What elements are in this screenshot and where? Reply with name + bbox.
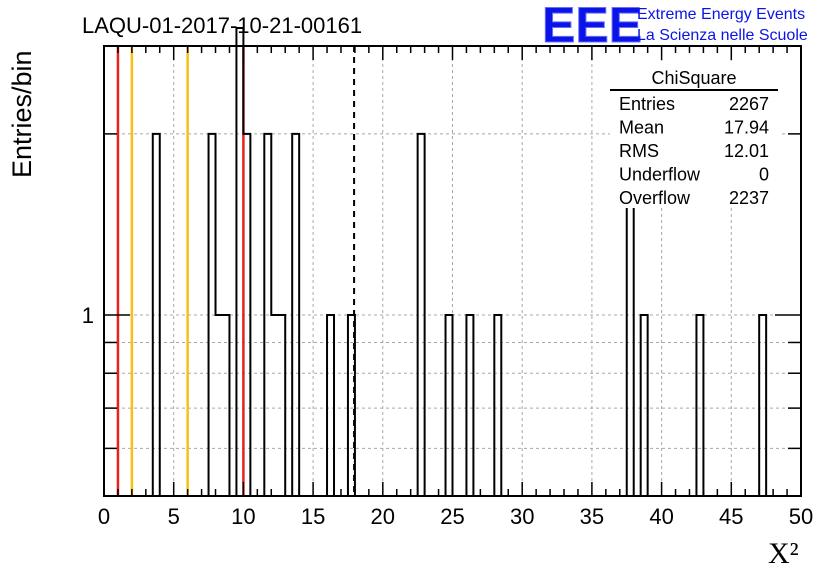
x-axis-ticks: 0 5 10 15 20 25 30 35 40 45 50 bbox=[98, 46, 813, 529]
stats-value: 17.94 bbox=[724, 118, 769, 138]
x-tick-label: 45 bbox=[719, 504, 743, 529]
histogram-bin bbox=[292, 134, 299, 496]
histogram-bin bbox=[236, 28, 243, 496]
stats-label: Entries bbox=[619, 94, 675, 114]
histogram-bin bbox=[278, 315, 285, 496]
stats-box-title: ChiSquare bbox=[651, 68, 736, 88]
histogram-bin bbox=[466, 315, 473, 496]
x-tick-label: 5 bbox=[168, 504, 180, 529]
logo-mark: EEE bbox=[542, 0, 642, 53]
stats-label: RMS bbox=[619, 141, 659, 161]
histogram-bin bbox=[446, 315, 453, 496]
histogram-bin bbox=[216, 315, 223, 496]
eee-logo: EEE Extreme Energy Events La Scienza nel… bbox=[542, 0, 808, 54]
stats-box: ChiSquare Entries 2267 Mean 17.94 RMS 12.01 Un… bbox=[610, 64, 780, 208]
histogram-bin bbox=[264, 134, 271, 496]
logo-line-1: Extreme Energy Events bbox=[637, 6, 805, 23]
histogram-bin bbox=[222, 315, 229, 496]
chart-title: LAQU-01-2017-10-21-00161 bbox=[82, 13, 362, 38]
x-tick-label: 20 bbox=[371, 504, 395, 529]
histogram-bin bbox=[271, 315, 278, 496]
x-axis-label: X² bbox=[768, 537, 799, 570]
histogram-bin bbox=[209, 134, 216, 496]
logo-line-2: La Scienza nelle Scuole bbox=[637, 27, 808, 44]
x-tick-label: 30 bbox=[510, 504, 534, 529]
y-tick-label: 1 bbox=[82, 303, 94, 328]
x-tick-label: 0 bbox=[98, 504, 110, 529]
histogram-bin bbox=[243, 134, 250, 496]
y-axis-label: Entries/bin bbox=[7, 50, 37, 178]
x-tick-label: 10 bbox=[231, 504, 255, 529]
histogram-bin bbox=[348, 315, 355, 496]
x-tick-label: 40 bbox=[649, 504, 673, 529]
stats-value: 0 bbox=[759, 165, 769, 185]
stats-value: 2237 bbox=[729, 188, 769, 208]
histogram-bin bbox=[759, 315, 766, 496]
histogram-bin bbox=[153, 134, 160, 496]
x-tick-label: 15 bbox=[301, 504, 325, 529]
stats-label: Mean bbox=[619, 118, 664, 138]
x-tick-label: 25 bbox=[440, 504, 464, 529]
x-tick-label: 35 bbox=[580, 504, 604, 529]
histogram-bin bbox=[641, 315, 648, 496]
stats-label: Overflow bbox=[619, 188, 691, 208]
y-axis-ticks: 1 bbox=[82, 133, 801, 497]
x-tick-label: 50 bbox=[789, 504, 813, 529]
histogram-bin bbox=[494, 315, 501, 496]
histogram-bin bbox=[696, 315, 703, 496]
histogram-bin bbox=[418, 134, 425, 496]
histogram-bin bbox=[327, 315, 334, 496]
stats-value: 2267 bbox=[729, 94, 769, 114]
stats-label: Underflow bbox=[619, 165, 701, 185]
stats-value: 12.01 bbox=[724, 141, 769, 161]
